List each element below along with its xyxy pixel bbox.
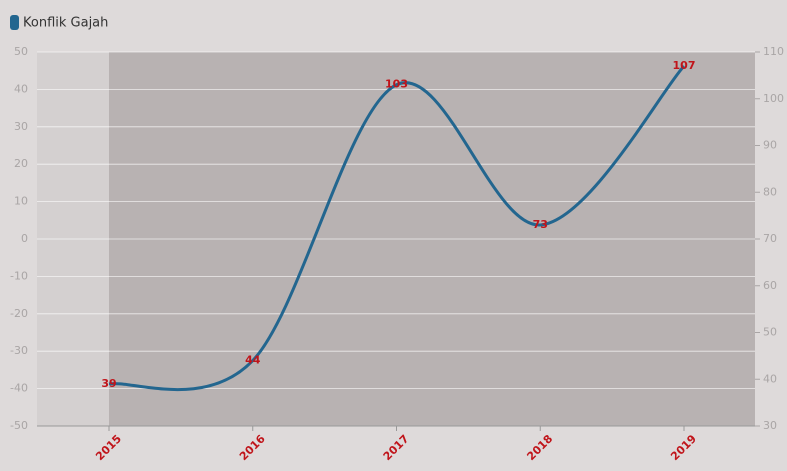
y-tick-label: -50 <box>10 419 28 432</box>
y2-tick-label: 30 <box>763 419 777 432</box>
data-label: 103 <box>385 78 408 91</box>
y-tick-label: -40 <box>10 382 28 395</box>
y-tick-label: 40 <box>14 82 28 95</box>
y-tick-label: 0 <box>21 232 28 245</box>
y-tick-label: -10 <box>10 269 28 282</box>
y2-tick-label: 60 <box>763 279 777 292</box>
legend-swatch[interactable] <box>10 15 19 30</box>
y-tick-label: -30 <box>10 344 28 357</box>
legend-label[interactable]: Konflik Gajah <box>23 16 108 31</box>
data-label: 73 <box>533 218 548 231</box>
y-tick-label: 20 <box>14 157 28 170</box>
y2-tick-label: 110 <box>763 45 784 58</box>
y2-tick-label: 70 <box>763 232 777 245</box>
y2-tick-label: 90 <box>763 139 777 152</box>
y2-tick-label: 50 <box>763 326 777 339</box>
line <box>108 65 686 391</box>
y2-tick-label: 80 <box>763 185 777 198</box>
y2-tick-label: 40 <box>763 372 777 385</box>
y-tick-label: -20 <box>10 307 28 320</box>
y-tick-label: 30 <box>14 120 28 133</box>
y-tick-label: 50 <box>14 45 28 58</box>
y2-tick-label: 100 <box>763 92 784 105</box>
y-tick-label: 10 <box>14 195 28 208</box>
data-label: 44 <box>245 354 261 367</box>
data-label: 107 <box>673 59 696 72</box>
data-label: 39 <box>101 377 116 390</box>
